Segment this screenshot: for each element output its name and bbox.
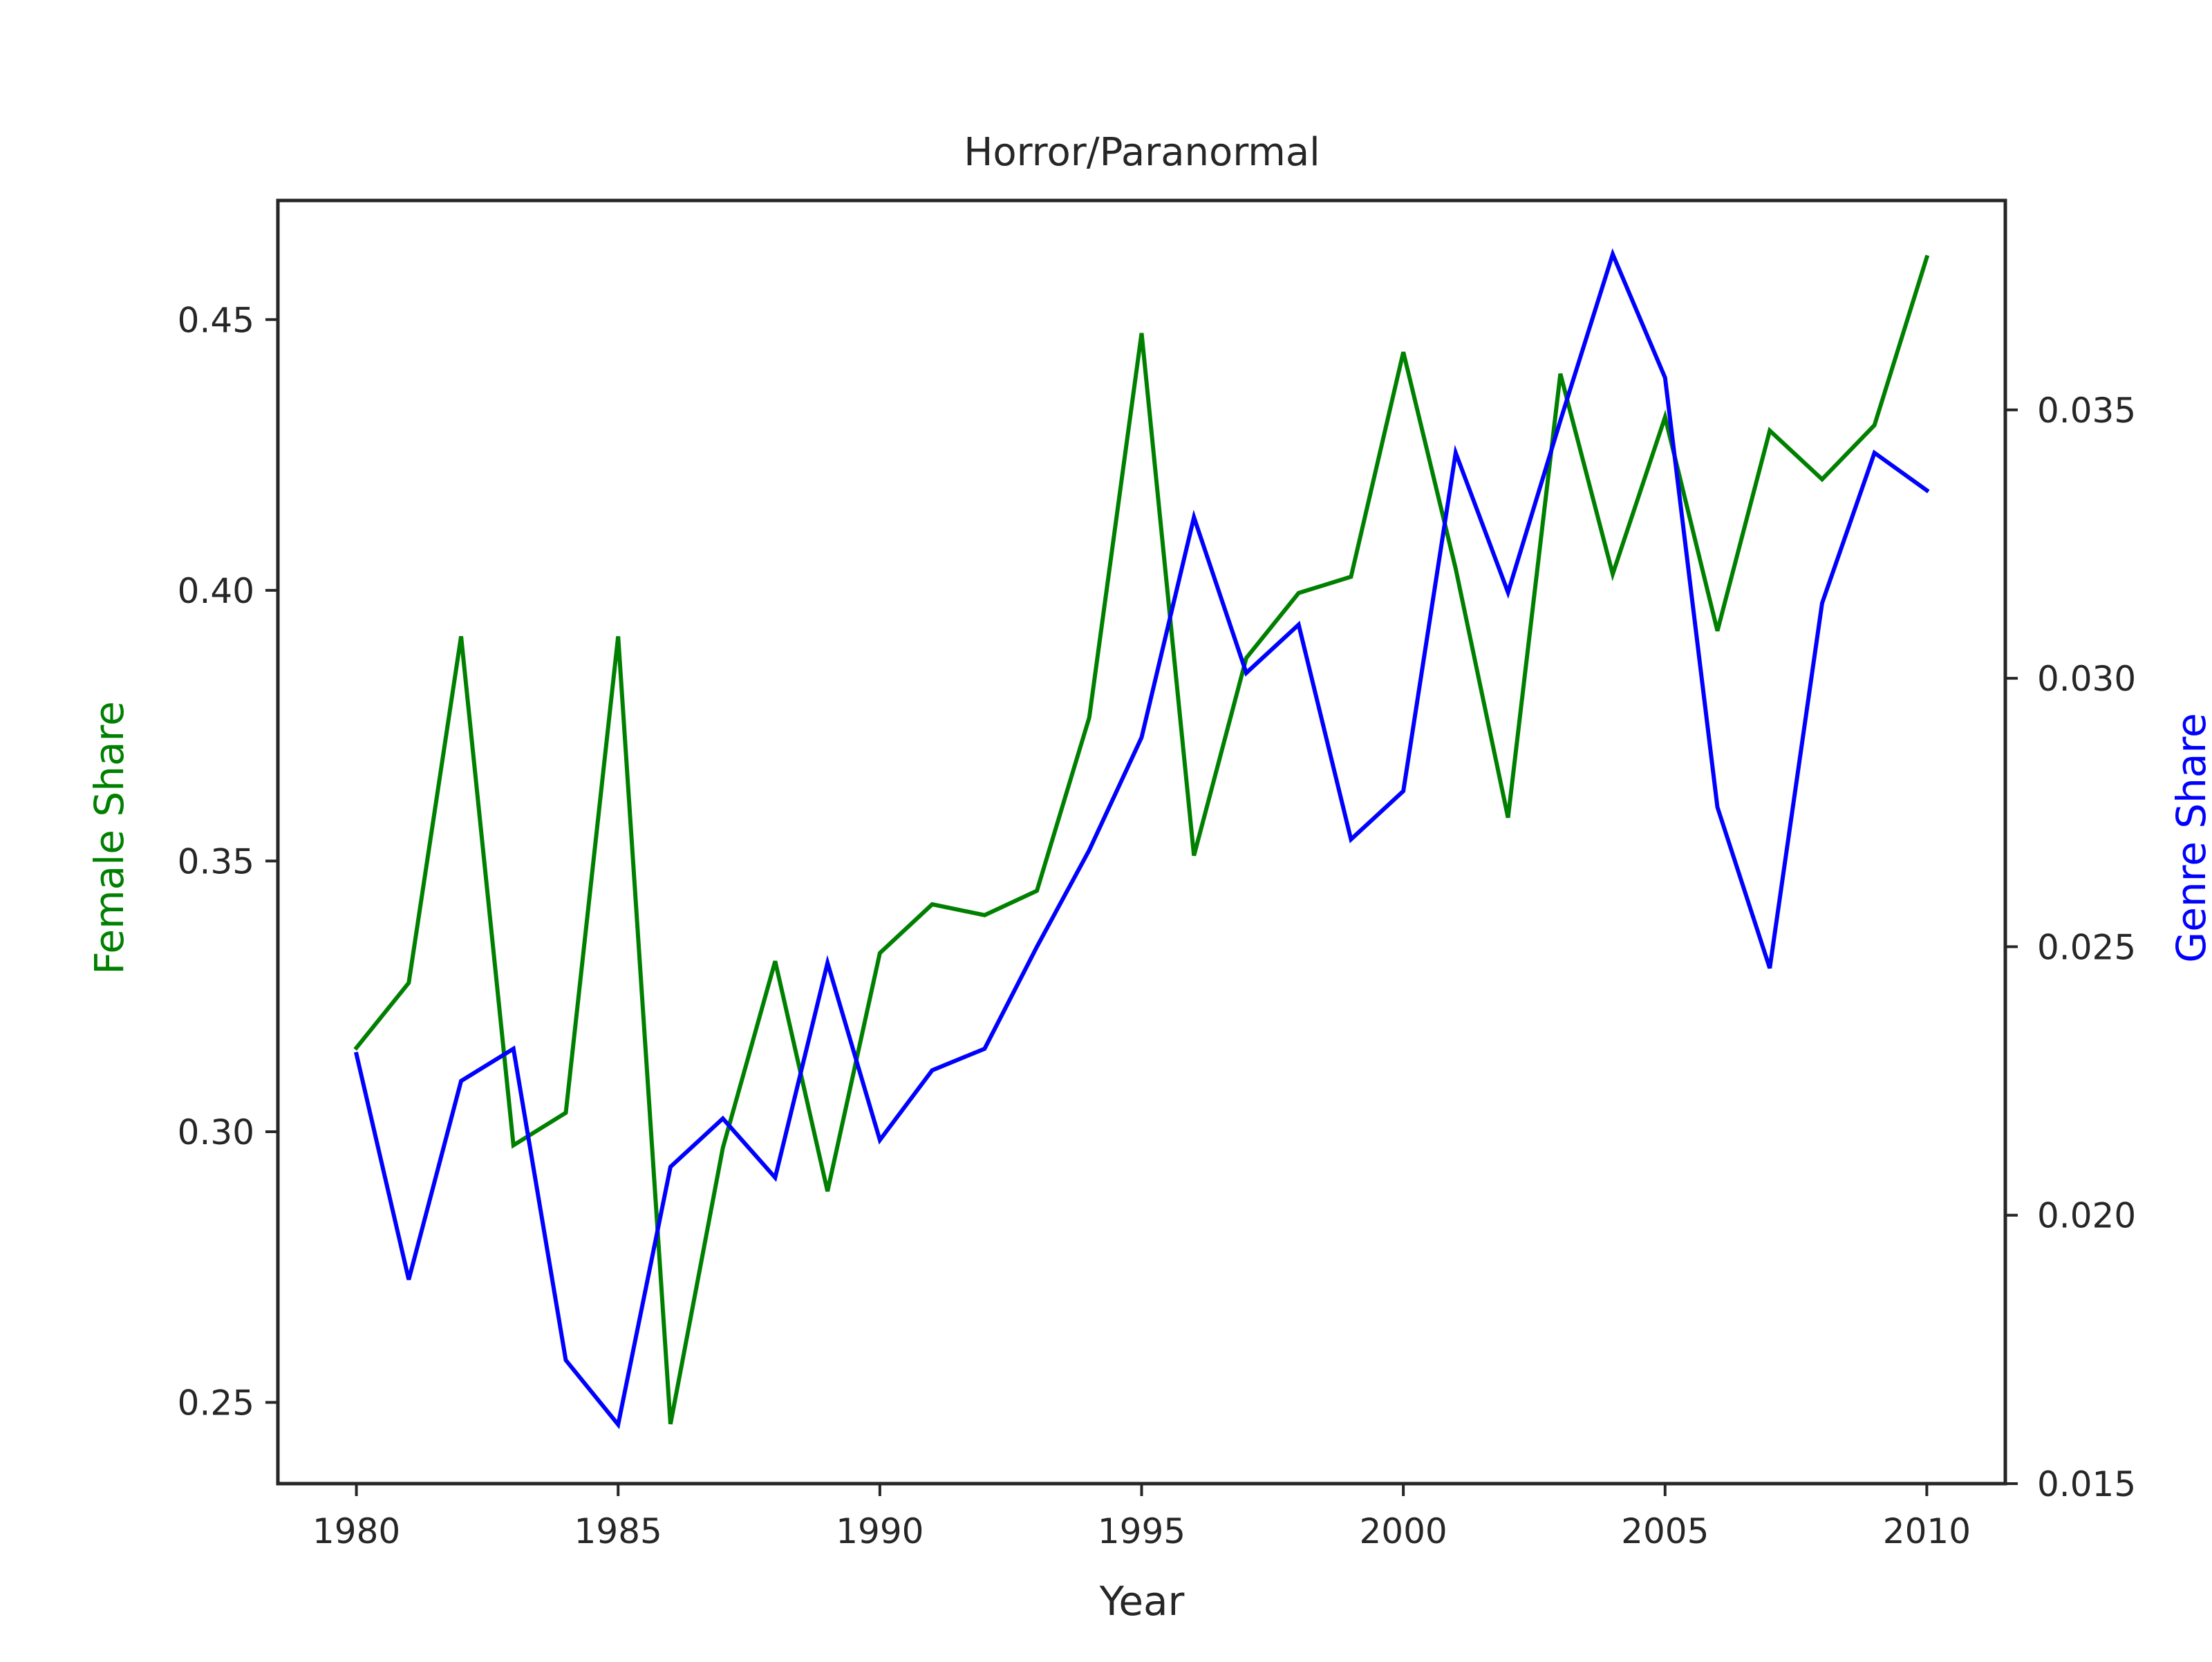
- x-tick-label: 1980: [312, 1511, 400, 1551]
- plot-area: [353, 248, 1930, 1430]
- x-tick-label: 1995: [1098, 1511, 1185, 1551]
- y-right-tick-label: 0.015: [2037, 1464, 2136, 1504]
- y-left-tick-label: 0.30: [178, 1112, 254, 1152]
- axes: 1980 1985 1990 1995 2000 2005 2010 0.25 0.30 0.35…: [178, 198, 2136, 1551]
- y-left-tick-label: 0.35: [178, 841, 254, 881]
- x-tick-label: 2000: [1360, 1511, 1447, 1551]
- y-right-tick-label: 0.030: [2037, 659, 2136, 699]
- y-right-tick-label: 0.035: [2037, 391, 2136, 431]
- y-left-tick-label: 0.45: [178, 300, 254, 340]
- y-left-tick-label: 0.40: [178, 571, 254, 611]
- y-right-tick-label: 0.025: [2037, 927, 2136, 967]
- x-tick-label: 1990: [836, 1511, 924, 1551]
- y-right-tick-label: 0.020: [2037, 1196, 2136, 1236]
- y-axis-left-label: Female Share: [86, 701, 133, 975]
- x-tick-label: 1985: [574, 1511, 662, 1551]
- x-axis-label: Year: [1099, 1578, 1185, 1625]
- y-left-tick-label: 0.25: [178, 1383, 254, 1423]
- x-tick-label: 2010: [1883, 1511, 1971, 1551]
- chart-title: Horror/Paranormal: [964, 130, 1320, 175]
- female-share-series-line: [353, 254, 1930, 1425]
- genre-share-series-line: [353, 248, 1930, 1430]
- y-axis-right-label: Genre Share: [2168, 713, 2212, 962]
- x-tick-label: 2005: [1621, 1511, 1709, 1551]
